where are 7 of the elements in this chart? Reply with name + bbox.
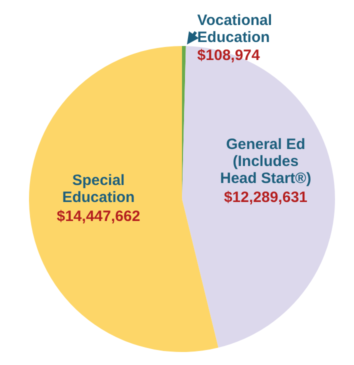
slice-label: General Ed (Includes Head Start®) xyxy=(220,136,312,187)
data-label: $14,447,662 xyxy=(56,208,140,226)
pie-slice xyxy=(182,46,335,348)
slice-label: Special Education xyxy=(62,172,135,206)
data-label: $108,974 xyxy=(197,47,261,64)
data-label: $12,289,631 xyxy=(224,189,308,206)
slice-label: Vocational Education xyxy=(197,12,272,46)
